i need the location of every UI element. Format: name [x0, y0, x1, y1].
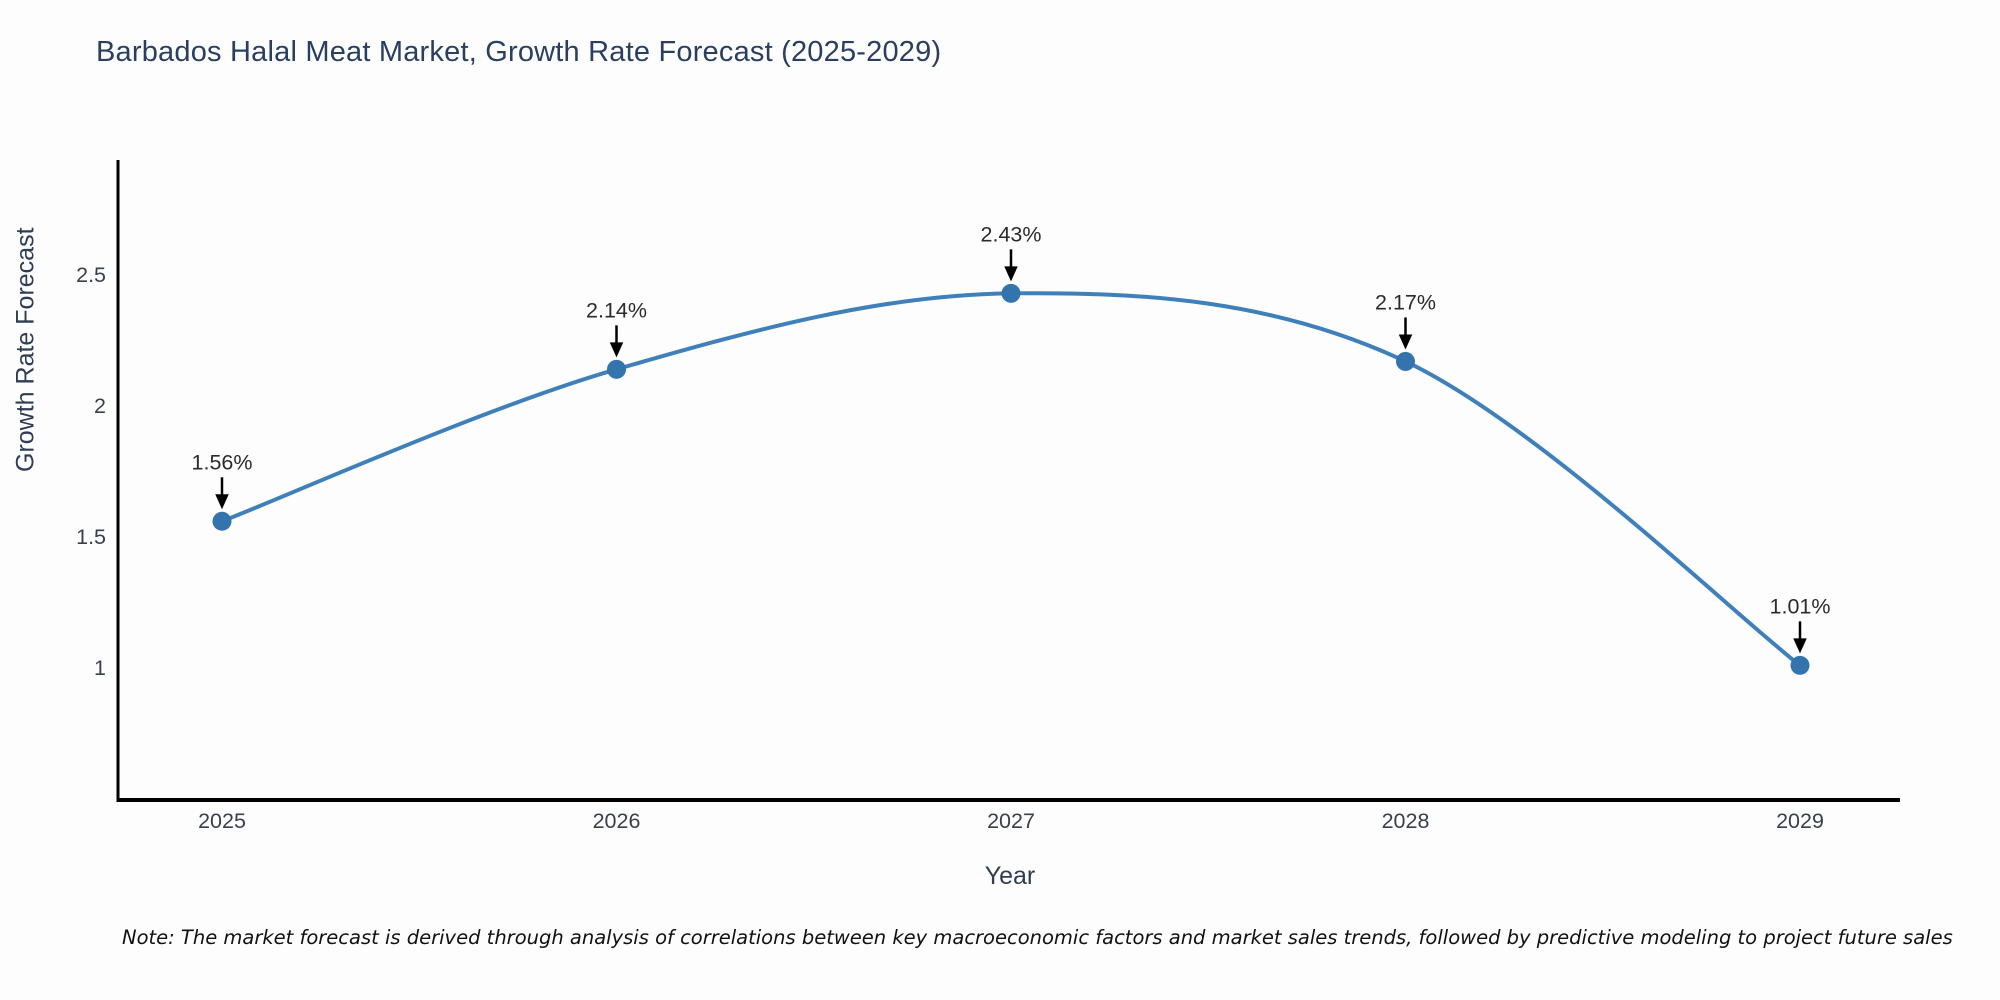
y-tick-label: 1.5: [76, 525, 106, 549]
annotation-label: 2.14%: [586, 298, 647, 322]
annotation-arrowhead: [1398, 334, 1413, 350]
x-tick-label: 2027: [987, 809, 1035, 833]
annotation-label: 1.01%: [1770, 594, 1831, 618]
chart-title: Barbados Halal Meat Market, Growth Rate …: [96, 36, 942, 68]
annotation-arrowhead: [1793, 638, 1807, 654]
annotation-arrowhead: [609, 342, 624, 358]
data-point-marker: [1001, 283, 1021, 303]
annotation-arrowhead: [1004, 266, 1018, 282]
annotation-label: 2.43%: [981, 222, 1042, 246]
y-tick-label: 2.5: [76, 263, 106, 287]
data-point-marker: [607, 359, 626, 379]
x-tick-label: 2029: [1776, 809, 1824, 833]
data-point-marker: [1396, 351, 1415, 371]
annotation-label: 1.56%: [192, 450, 253, 474]
y-tick-label: 2: [94, 394, 106, 418]
data-point-marker: [1790, 655, 1810, 675]
data-point-marker: [212, 511, 232, 531]
x-tick-label: 2025: [198, 809, 246, 833]
x-tick-label: 2026: [593, 809, 641, 833]
annotation-label: 2.17%: [1375, 290, 1436, 314]
chart-note: Note: The market forecast is derived thr…: [122, 926, 1953, 949]
x-tick-label: 2028: [1382, 809, 1430, 833]
annotation-arrowhead: [215, 494, 229, 510]
x-axis-title: Year: [984, 862, 1036, 890]
y-tick-label: 1: [94, 656, 106, 680]
trend-line: [220, 291, 1802, 668]
